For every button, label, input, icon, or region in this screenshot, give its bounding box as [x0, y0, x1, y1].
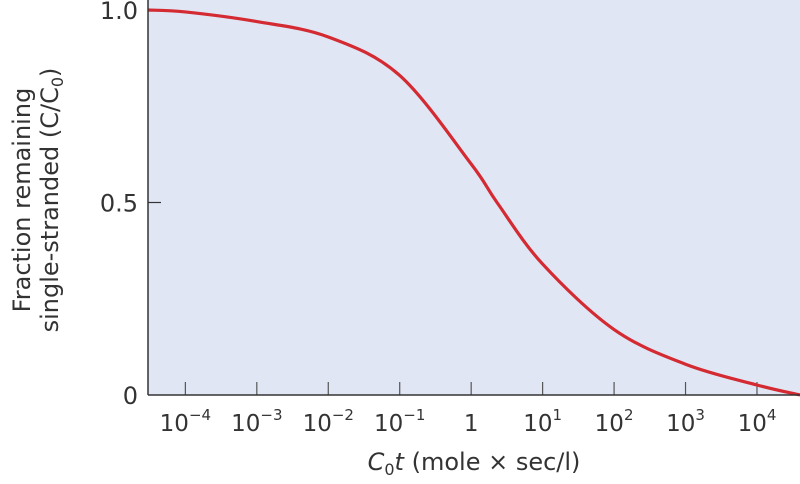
- y-axis-label-line2: single-stranded (C/C0): [36, 68, 67, 333]
- plot-area: [148, 0, 800, 395]
- x-tick-label: 10−4: [160, 406, 211, 437]
- x-tick-label: 10−1: [374, 406, 425, 437]
- x-tick-label: 10−2: [303, 406, 354, 437]
- y-tick-label: 1.0: [100, 0, 138, 25]
- x-tick-label: 1: [464, 411, 479, 437]
- y-axis-label-line1: Fraction remaining: [8, 88, 36, 313]
- x-axis-label: C0t (mole × sec/l): [368, 448, 581, 479]
- x-tick-label: 102: [595, 406, 634, 437]
- series-line: [147, 8, 800, 397]
- x-tick-label: 101: [523, 406, 562, 437]
- y-tick-label: 0: [123, 382, 138, 410]
- x-tick-label: 103: [666, 406, 705, 437]
- x-tick-label: 104: [738, 406, 777, 437]
- x-tick-label: 10−3: [231, 406, 282, 437]
- y-tick-label: 0.5: [100, 190, 138, 218]
